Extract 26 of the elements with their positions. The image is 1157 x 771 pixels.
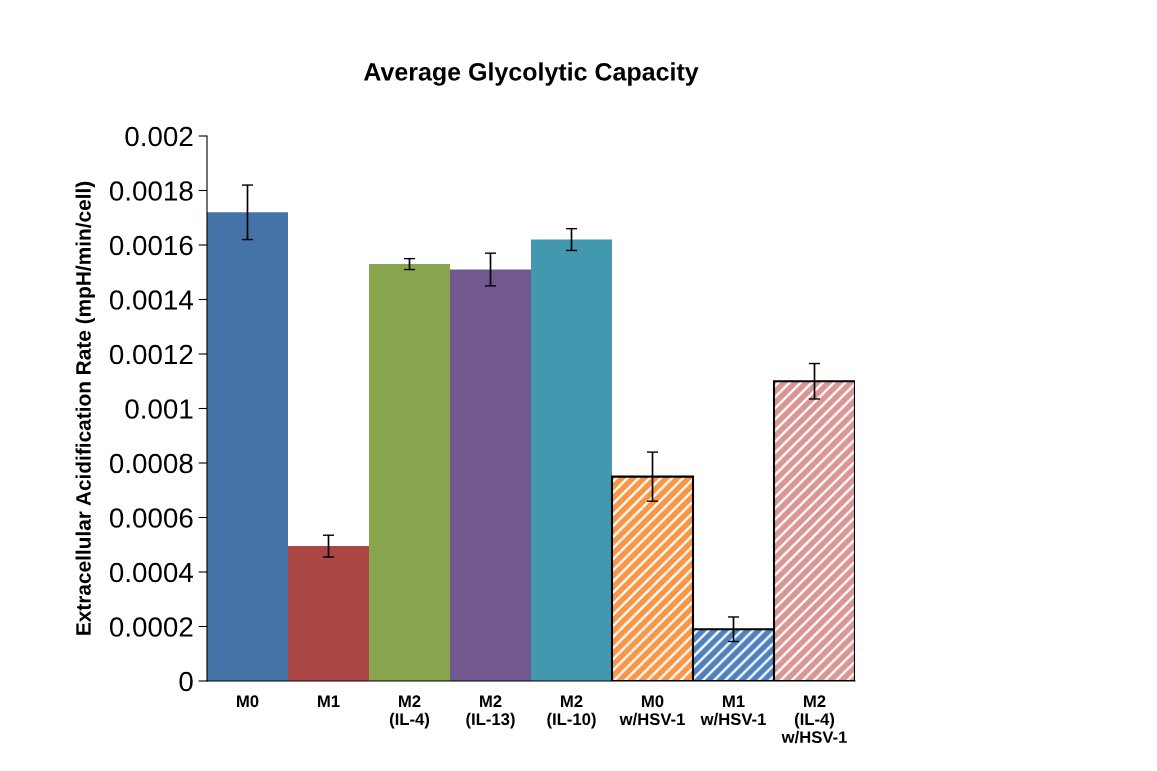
y-tick-label: 0.0006	[109, 508, 193, 528]
bar	[288, 546, 369, 681]
bar	[531, 239, 612, 681]
y-tick-label: 0.001	[125, 399, 193, 419]
y-tick-label: 0	[179, 671, 193, 692]
x-tick-label: M1	[318, 695, 340, 707]
x-tick-label: M0 w/HSV-1	[619, 695, 685, 726]
x-tick-label: M2 (IL-10)	[547, 695, 596, 729]
x-tick-label: M2 (IL-4)	[389, 695, 430, 729]
chart-title: Average Glycolytic Capacity	[363, 62, 699, 86]
x-tick-label: M1 w/HSV-1	[700, 695, 766, 726]
x-tick-label: M2 (IL-4) w/HSV-1	[781, 695, 847, 744]
y-tick-label: 0.0014	[109, 290, 193, 310]
x-tick-label: M0	[237, 695, 259, 708]
y-tick-label: 0.0004	[109, 562, 193, 583]
y-tick-label: 0.0016	[109, 235, 193, 256]
y-tick-label: 0.0008	[109, 453, 193, 474]
y-axis-title: Extracellular Acidification Rate (mpH/min/cell)	[75, 181, 95, 635]
bar	[369, 264, 450, 681]
y-tick-label: 0.0018	[109, 181, 193, 201]
bar	[450, 269, 531, 681]
bar	[207, 212, 288, 681]
y-tick-label: 0.0012	[109, 344, 193, 365]
y-tick-label: 0.002	[125, 126, 193, 147]
x-tick-label: M2 (IL-13)	[466, 695, 515, 729]
y-tick-label: 0.0002	[109, 617, 193, 637]
